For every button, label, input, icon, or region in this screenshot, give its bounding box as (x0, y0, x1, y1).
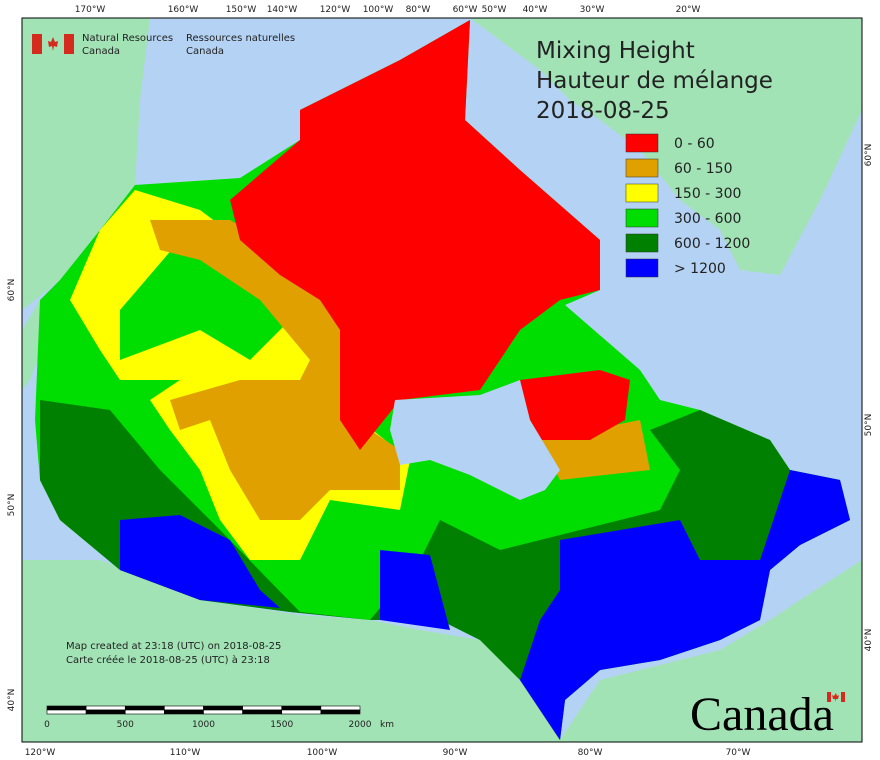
longitude-label: 90°W (443, 748, 468, 758)
org-name-en: Canada (82, 46, 120, 57)
canada-wordmark: Canada (690, 688, 845, 741)
scale-label: 1500 (270, 720, 293, 730)
alaska (22, 18, 150, 310)
legend-swatch (625, 233, 659, 253)
scale-segment (46, 709, 87, 715)
org-name-en: Natural Resources (82, 33, 173, 44)
flag-bar (64, 34, 74, 54)
longitude-label: 60°W (453, 5, 478, 15)
longitude-label: 40°W (523, 5, 548, 15)
nrcan-signature: Natural Resources Canada Ressources natu… (32, 33, 295, 57)
legend-label: 60 - 150 (674, 161, 733, 177)
hudson-bay (390, 380, 560, 500)
longitude-label: 50°W (482, 5, 507, 15)
longitude-label: 120°W (320, 5, 351, 15)
scale-label: 1000 (192, 720, 215, 730)
latitude-label: 50°N (864, 414, 874, 437)
scale-segment (281, 709, 322, 715)
usa (22, 560, 862, 742)
scale-segment (203, 709, 243, 715)
legend-label: 0 - 60 (674, 136, 715, 152)
scale-segment (46, 705, 87, 711)
legend-label: 150 - 300 (674, 186, 741, 202)
legend-label: 600 - 1200 (674, 236, 750, 252)
scale-segment (203, 705, 243, 711)
longitude-label: 110°W (170, 748, 201, 758)
maple-leaf (48, 37, 58, 51)
longitude-label: 170°W (75, 5, 106, 15)
scale-segment (85, 709, 126, 715)
wordmark-flag (841, 692, 845, 702)
scale-segment (85, 705, 126, 711)
org-name-fr: Canada (186, 46, 224, 57)
latitude-label: 40°N (7, 689, 17, 712)
legend-label: > 1200 (674, 261, 726, 277)
scale-segment (320, 705, 361, 711)
latitude-label: 40°N (864, 629, 874, 652)
created-en: Map created at 23:18 (UTC) on 2018-08-25 (66, 641, 281, 652)
scale-segment (242, 709, 283, 715)
wordmark-flag (827, 692, 831, 702)
graticule-labels: 170°W 160°W 150°W 140°W 120°W 100°W 80°W 60°W 50… (7, 5, 874, 758)
scale-label: 2000 (349, 720, 372, 730)
legend-swatch (625, 133, 659, 153)
longitude-label: 120°W (25, 748, 56, 758)
scale-segment (242, 705, 283, 711)
longitude-label: 140°W (267, 5, 298, 15)
scale-segment (281, 705, 322, 711)
scale-segment (164, 705, 204, 711)
scale-segment (164, 709, 204, 715)
canada-over-1200 (120, 470, 850, 740)
scale-segment (124, 709, 165, 715)
map (21, 17, 863, 743)
legend-label: 300 - 600 (674, 211, 741, 227)
latitude-label: 60°N (7, 279, 17, 302)
greenland (470, 18, 862, 275)
scale-unit: km (380, 720, 394, 730)
flag-bar (32, 34, 42, 54)
scale-segment (320, 709, 361, 715)
legend-swatch (625, 158, 659, 178)
longitude-label: 80°W (406, 5, 431, 15)
legend-swatch (625, 183, 659, 203)
created-fr: Carte créée le 2018-08-25 (UTC) à 23:18 (66, 654, 270, 666)
longitude-label: 30°W (580, 5, 605, 15)
wordmark-leaf (832, 693, 839, 702)
map-frame (21, 17, 863, 743)
longitude-label: 100°W (363, 5, 394, 15)
legend-swatch (625, 208, 659, 228)
scale-bar: 0 500 1000 1500 2000 km (44, 705, 394, 730)
org-name-fr: Ressources naturelles (186, 33, 295, 44)
legend-swatch (625, 258, 659, 278)
longitude-label: 70°W (726, 748, 751, 758)
canada-60-150 (150, 220, 650, 520)
canada-0-60 (230, 20, 630, 450)
scale-segment (124, 705, 165, 711)
title-date: 2018-08-25 (536, 98, 670, 124)
longitude-label: 20°W (676, 5, 701, 15)
longitude-label: 80°W (578, 748, 603, 758)
legend: 0 - 60 60 - 150 150 - 300 300 - 600 600 - 12… (625, 133, 750, 278)
scale-label: 500 (117, 720, 134, 730)
latitude-label: 50°N (7, 494, 17, 517)
title: Hauteur de mélange (536, 68, 773, 94)
longitude-label: 150°W (226, 5, 257, 15)
latitude-label: 60°N (864, 144, 874, 167)
longitude-label: 160°W (168, 5, 199, 15)
wordmark: Canada (690, 688, 834, 741)
longitude-label: 100°W (307, 748, 338, 758)
scale-label: 0 (44, 720, 50, 730)
title: Mixing Height (536, 38, 695, 64)
